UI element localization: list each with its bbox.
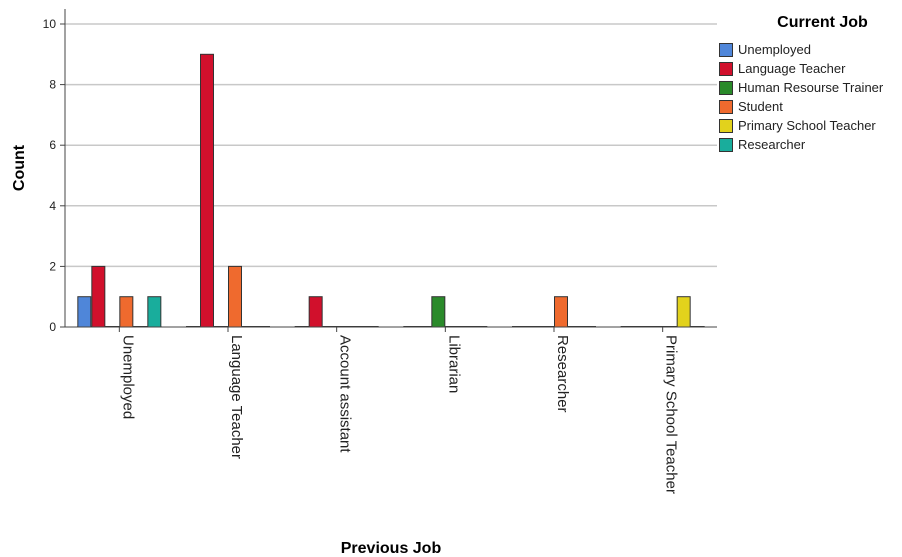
bar: [77, 296, 92, 328]
bar: [228, 265, 242, 328]
legend-item: Unemployed: [719, 40, 902, 59]
legend-item: Student: [719, 97, 902, 116]
y-tick-label: 2: [49, 259, 56, 273]
y-tick-label: 4: [49, 199, 56, 213]
x-tick-label: Librarian: [445, 335, 462, 393]
legend-item: Language Teacher: [719, 59, 902, 78]
legend-label: Student: [738, 99, 783, 114]
y-tick-label: 8: [49, 78, 56, 92]
x-tick-label: Account assistant: [337, 335, 354, 453]
y-tick-label: 0: [49, 320, 56, 334]
legend-swatch: [719, 80, 733, 95]
bar: [676, 296, 691, 328]
legend-label: Human Resourse Trainer: [738, 80, 884, 95]
legend-label: Researcher: [738, 137, 806, 152]
y-tick-label: 10: [43, 17, 57, 31]
legend-label: Unemployed: [738, 42, 811, 57]
y-axis-title: Count: [11, 144, 28, 191]
legend-items: Unemployed Language Teacher Human Resourse…: [719, 40, 902, 154]
gridlines: [65, 23, 717, 268]
legend: Current Job Unemployed Language Teacher Hu…: [719, 14, 902, 154]
legend-item: Primary School Teacher: [719, 116, 902, 135]
x-tick-label: Unemployed: [119, 335, 136, 419]
bar: [147, 296, 162, 328]
legend-swatch: [719, 61, 733, 76]
x-tick-label: Primary School Teacher: [663, 335, 680, 494]
legend-swatch: [719, 42, 733, 57]
legend-swatch: [719, 118, 733, 133]
bar: [308, 296, 323, 328]
legend-swatch: [719, 137, 733, 152]
x-tick-label: Language Teacher: [228, 335, 245, 459]
legend-label: Primary School Teacher: [738, 118, 876, 133]
bar: [554, 296, 568, 328]
legend-item: Human Resourse Trainer: [719, 78, 902, 97]
bars: [77, 53, 705, 328]
axes: 0 2 4 6 8 10 Unemployed Language Teacher Account…: [43, 9, 717, 494]
x-tick-label: Researcher: [554, 335, 571, 413]
legend-item: Researcher: [719, 135, 902, 154]
legend-swatch: [719, 99, 733, 114]
legend-label: Language Teacher: [738, 61, 846, 76]
legend-title: Current Job: [777, 14, 868, 31]
bar: [119, 296, 134, 328]
bar: [91, 265, 106, 328]
bar: [431, 296, 446, 328]
bar: [200, 53, 214, 328]
x-axis-title: Previous Job: [341, 540, 442, 557]
y-tick-label: 6: [49, 138, 56, 152]
